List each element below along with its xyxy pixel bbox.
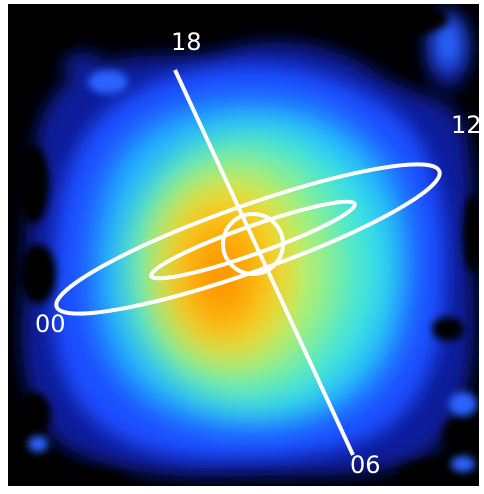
inner-ellipse — [149, 199, 357, 281]
intensity-map-panel: 18 12 00 06 — [8, 4, 479, 486]
outer-ellipse — [54, 162, 442, 316]
emission-core — [175, 204, 271, 340]
hour-label-12: 12 — [451, 111, 479, 139]
axis-line-18-06 — [173, 69, 355, 456]
hour-label-06: 06 — [350, 451, 381, 479]
hour-label-18: 18 — [171, 28, 202, 56]
center-circle — [221, 212, 285, 276]
overlay-geometry — [54, 69, 442, 456]
edge-blobs — [28, 70, 477, 472]
emission-gaps — [8, 4, 479, 486]
intensity-map: 18 12 00 06 — [8, 4, 479, 486]
hour-label-00: 00 — [35, 310, 66, 338]
